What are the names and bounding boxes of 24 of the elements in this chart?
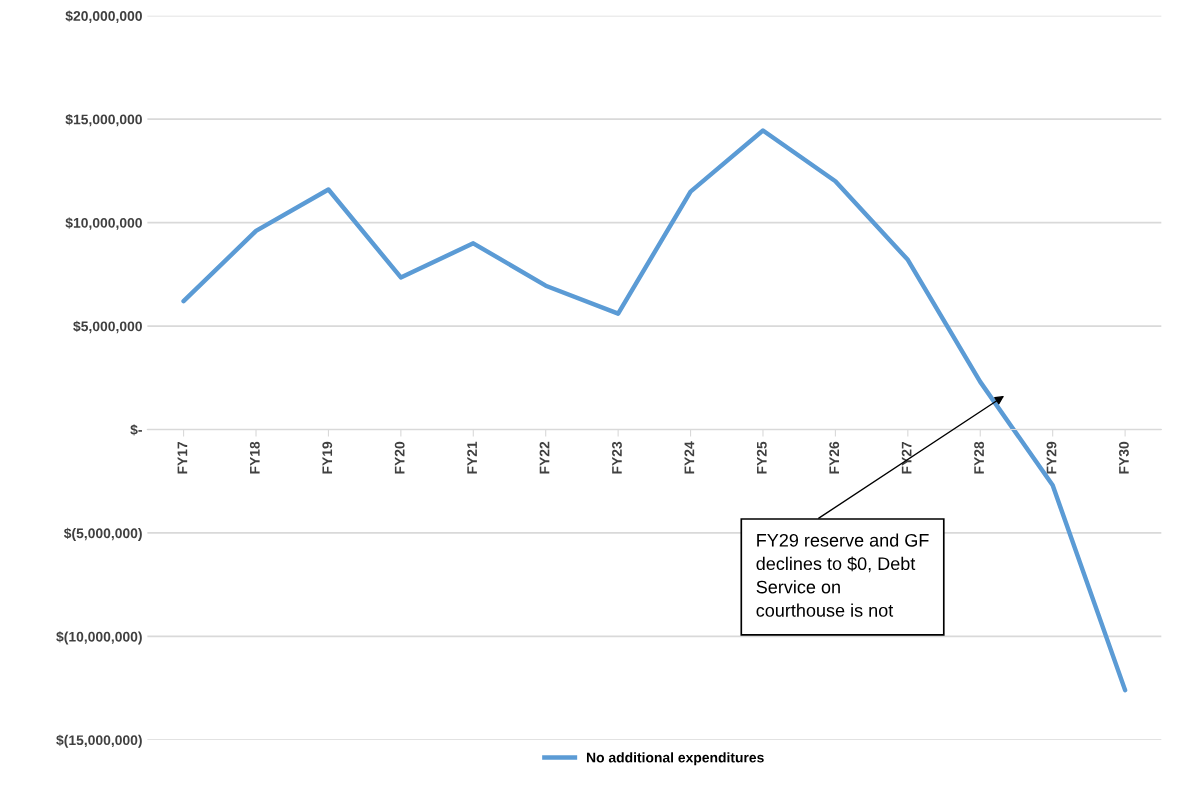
x-tick-label: FY24 (684, 441, 695, 474)
x-tick-label: FY23 (612, 441, 622, 474)
y-tick-label: $10,000,000 (65, 217, 142, 230)
x-tick-label: FY17 (177, 441, 188, 474)
y-tick-label: $15,000,000 (65, 113, 142, 127)
x-tick-label: FY27 (901, 441, 912, 474)
y-tick-label: $(10,000,000) (56, 631, 142, 645)
x-tick-label: FY30 (1119, 441, 1129, 474)
x-tick-label: FY19 (322, 441, 333, 474)
annotation: FY29 reserve and GF declines to $0, Debt Service on courthouse is not (756, 533, 929, 617)
y-tick-label: $(5,000,000) (63, 527, 142, 541)
x-tick-label: FY29 (1046, 441, 1057, 474)
x-tick-label: FY28 (974, 441, 984, 474)
x-tick-label: FY26 (829, 441, 840, 474)
x-tick-label: FY21 (467, 441, 477, 474)
y-tick-label: $(15,000,000) (56, 734, 142, 748)
y-tick-label: $5,000,000 (73, 320, 142, 334)
y-tick-label: $- (130, 424, 142, 436)
legend-label: No additional expenditures (586, 752, 764, 766)
x-tick-label: FY22 (539, 441, 550, 474)
y-tick-label: $20,000,000 (65, 10, 142, 23)
x-tick-label: FY18 (249, 441, 260, 474)
x-tick-label: FY20 (394, 441, 405, 474)
x-tick-label: FY25 (756, 441, 767, 474)
